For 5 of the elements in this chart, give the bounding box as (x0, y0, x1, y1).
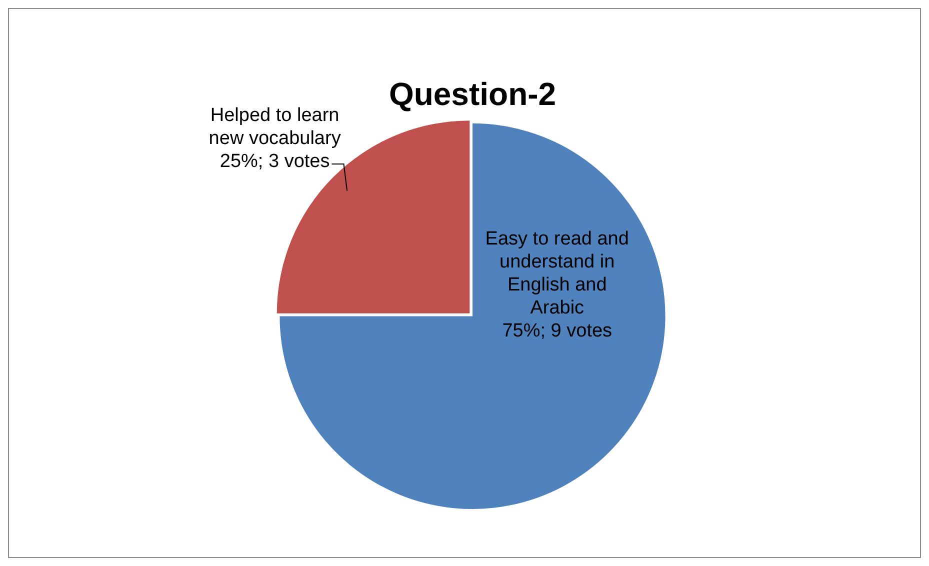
data-label: 25%; 3 votes (220, 151, 330, 172)
slice-label: Easy to read and understand in English and Arabic (485, 228, 629, 318)
chart-title: Question-2 (388, 76, 556, 112)
slice-label: Helped to learn new vocabulary (208, 105, 342, 150)
data-label: 75%; 9 votes (502, 320, 612, 342)
